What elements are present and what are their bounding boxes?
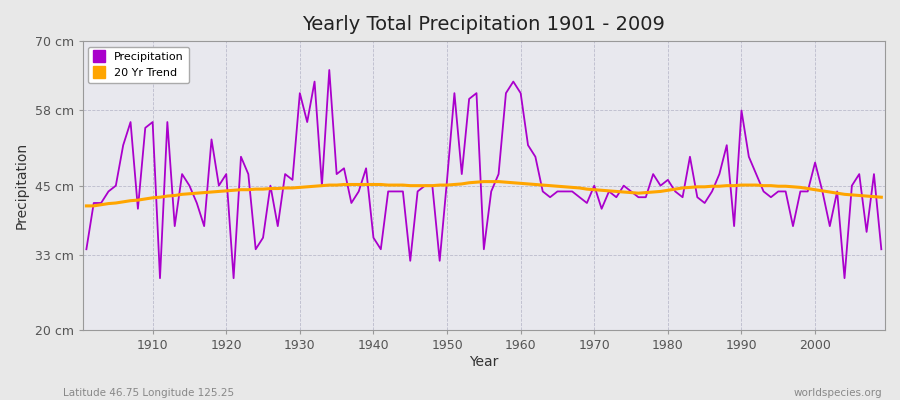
Legend: Precipitation, 20 Yr Trend: Precipitation, 20 Yr Trend xyxy=(88,47,189,83)
Text: Latitude 46.75 Longitude 125.25: Latitude 46.75 Longitude 125.25 xyxy=(63,388,234,398)
X-axis label: Year: Year xyxy=(469,355,499,369)
Text: worldspecies.org: worldspecies.org xyxy=(794,388,882,398)
Y-axis label: Precipitation: Precipitation xyxy=(15,142,29,229)
Title: Yearly Total Precipitation 1901 - 2009: Yearly Total Precipitation 1901 - 2009 xyxy=(302,15,665,34)
